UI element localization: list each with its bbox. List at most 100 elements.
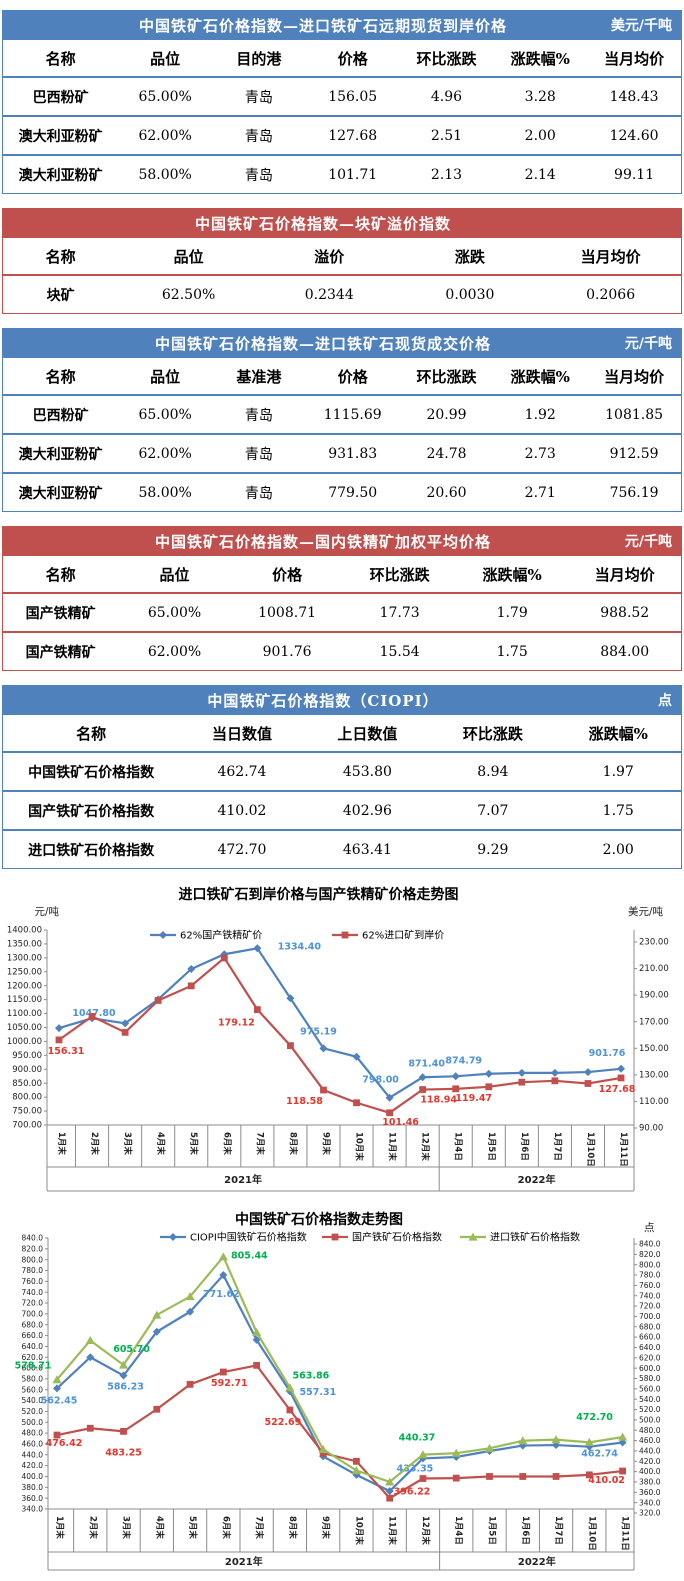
right-axis-tick-label: 360.0: [639, 1488, 661, 1497]
left-axis-tick-label: 520.0: [22, 1407, 44, 1416]
data-label: 798.00: [362, 1075, 399, 1086]
series-marker-1: [86, 1424, 94, 1432]
value-cell: 463.41: [342, 841, 392, 858]
chart-title: 中国铁矿石价格指数走势图: [235, 1211, 403, 1228]
value-cell: 青岛: [244, 485, 273, 502]
x-axis-category-label: 2月末: [89, 1132, 100, 1155]
right-axis-tick-label: 380.0: [639, 1478, 661, 1487]
left-axis-tick-label: 820.0: [22, 1244, 44, 1253]
x-axis-category-label: 2月末: [87, 1516, 98, 1539]
series-marker-0: [385, 1487, 394, 1496]
left-axis-tick-label: 720.0: [22, 1299, 44, 1308]
data-label: 805.44: [231, 1251, 268, 1262]
table-unit: 元/千吨: [624, 336, 672, 352]
value-cell: 3.28: [524, 88, 556, 105]
data-label: 1334.40: [278, 941, 322, 952]
series-marker-0: [319, 1044, 328, 1053]
left-axis-tick-label: 420.0: [22, 1461, 44, 1470]
series-marker-1: [452, 1474, 460, 1482]
x-axis-category-label: 10月末: [354, 1132, 365, 1161]
series-marker-1: [386, 1109, 393, 1117]
right-axis-tick-label: 640.0: [639, 1343, 661, 1352]
x-axis-category-label: 6月末: [221, 1132, 232, 1155]
series-marker-1: [120, 1427, 127, 1435]
left-axis-tick-label: 900.00: [12, 1065, 42, 1075]
value-cell: 2.73: [524, 445, 556, 462]
x-axis-category-label: 5月末: [188, 1132, 199, 1155]
left-axis-tick-label: 800.00: [12, 1093, 42, 1103]
column-header: 当月均价: [604, 367, 665, 386]
series-marker-1: [53, 1431, 61, 1439]
column-header: 品位: [150, 367, 181, 386]
series-marker-2: [484, 1443, 495, 1452]
x-axis-category-label: 12月末: [420, 1132, 431, 1161]
data-label: 118.94: [420, 1095, 457, 1106]
value-cell: 8.94: [477, 763, 509, 780]
x-axis-category-label: 4月末: [155, 1132, 166, 1155]
series-marker-1: [55, 1036, 63, 1044]
series-marker-1: [419, 1086, 427, 1093]
column-header: 当月均价: [580, 247, 641, 266]
value-cell: 2.00: [524, 127, 556, 144]
right-axis-tick-label: 150.00: [639, 1044, 669, 1054]
year-group-label: 2022年: [518, 1173, 556, 1186]
series-marker-0: [552, 1441, 561, 1450]
column-header: 价格: [272, 565, 303, 584]
x-axis-category-label: 10月末: [353, 1516, 364, 1545]
left-axis-tick-label: 850.00: [12, 1079, 42, 1089]
series-marker-1: [485, 1083, 493, 1091]
x-axis-category-label: 9月末: [320, 1516, 331, 1539]
x-axis-category-label: 1月5日: [486, 1132, 496, 1161]
series-marker-1: [552, 1473, 560, 1480]
column-header: 目的港: [236, 49, 282, 68]
table-import-forward-spot-cfr: 中国铁矿石价格指数—进口铁矿石远期现货到岸价格 美元/千吨 名称 品位 目的港 价格 环…: [2, 10, 682, 194]
value-cell: 462.74: [217, 763, 267, 780]
left-axis-tick-label: 800.0: [22, 1255, 44, 1264]
series-marker-0: [518, 1441, 527, 1450]
data-label: 156.31: [48, 1046, 85, 1057]
right-axis-tick-label: 700.0: [639, 1312, 661, 1321]
right-axis-tick-label: 620.0: [639, 1353, 661, 1362]
table-title: 中国铁矿石价格指数—块矿溢价指数: [194, 214, 451, 233]
value-cell: 青岛: [244, 89, 273, 106]
column-header: 品位: [173, 247, 204, 266]
row-name-cell: 块矿: [46, 287, 75, 304]
data-label: 127.68: [599, 1084, 636, 1095]
chart-ciopi-index-trend: 中国铁矿石价格指数走势图点 CIOPI中国铁矿石价格指数 国产铁矿石价格指数 进口铁矿…: [0, 1209, 684, 1581]
value-cell: 20.99: [426, 406, 467, 423]
right-axis-tick-label: 820.0: [639, 1250, 661, 1259]
value-cell: 58.00%: [138, 484, 192, 501]
table-title-bar: 中国铁矿石价格指数—进口铁矿石现货成交价格 元/千吨: [2, 328, 682, 358]
table-row: 国产铁精矿 62.00% 901.76 15.54 1.75 884.00: [3, 632, 681, 670]
series-line-2: [56, 1254, 623, 1484]
column-header: 当月均价: [604, 49, 665, 68]
legend-label: 进口铁矿石价格指数: [490, 1231, 580, 1244]
series-marker-0: [55, 1024, 63, 1033]
series-marker-1: [253, 1361, 261, 1369]
column-header: 上日数值: [337, 724, 398, 743]
data-label: 483.25: [105, 1447, 142, 1458]
series-marker-2: [118, 1360, 129, 1369]
chart-import-vs-domestic-trend: 进口铁矿石到岸价格与国产铁精矿价格走势图 元/吨 美元/吨 62%国产铁精矿价 62%进…: [0, 883, 684, 1209]
series-marker-0: [617, 1064, 626, 1073]
right-axis-tick-label: 740.0: [639, 1291, 661, 1300]
left-axis-unit: 元/吨: [34, 905, 59, 918]
table-body: 名称 品位 价格 环比涨跌 涨跌幅% 当月均价 国产铁精矿 65.00% 1008.71 17.7…: [2, 556, 682, 671]
right-axis-tick-label: 600.0: [639, 1364, 661, 1373]
series-marker-1: [619, 1467, 626, 1475]
year-group-label: 2021年: [224, 1173, 262, 1186]
series-marker-1: [452, 1085, 460, 1093]
column-header: 名称: [45, 247, 76, 266]
series-marker-1: [220, 954, 228, 962]
x-axis-category-label: 11月末: [387, 1516, 398, 1545]
column-header: 价格: [337, 49, 368, 68]
column-header: 当日数值: [211, 724, 272, 743]
table-row: 澳大利亚粉矿 58.00% 青岛 101.71 2.13 2.14 99.11: [3, 155, 681, 193]
value-cell: 156.05: [328, 88, 378, 105]
table-header-row: 名称 品位 价格 环比涨跌 涨跌幅% 当月均价: [3, 556, 681, 593]
value-cell: 931.83: [328, 445, 378, 462]
table-row: 澳大利亚粉矿 58.00% 青岛 779.50 20.60 2.71 756.19: [3, 473, 681, 511]
series-marker-1: [518, 1078, 526, 1086]
left-axis-tick-label: 840.0: [22, 1234, 44, 1243]
value-cell: 7.07: [477, 802, 509, 819]
